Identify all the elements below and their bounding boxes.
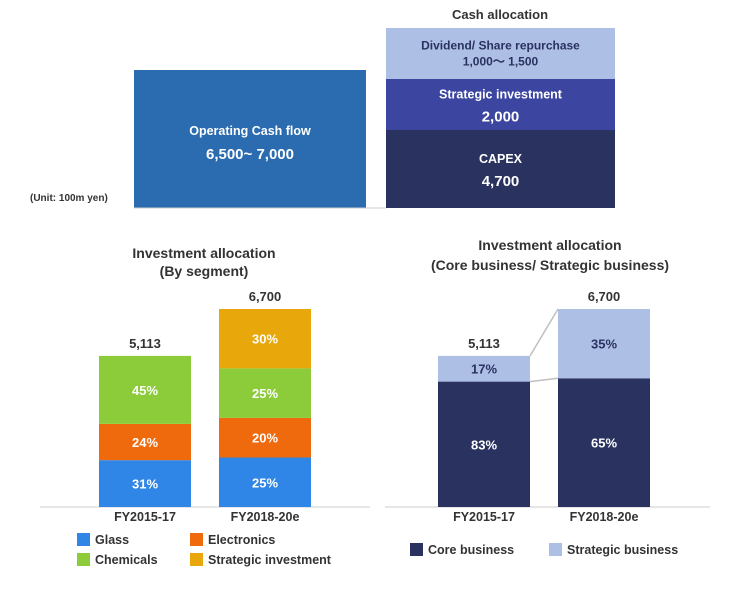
cash-block-value: 2,000 [482, 109, 520, 126]
bar-value-label: 31% [132, 477, 158, 492]
segment-chart-title: Investment allocation [132, 245, 275, 261]
unit-label: (Unit: 100m yen) [30, 193, 108, 204]
bar-value-label: 45% [132, 383, 158, 398]
x-tick-label: FY2015-17 [114, 510, 176, 524]
cash-block-label: CAPEX [479, 152, 523, 166]
bar-segment [99, 355, 191, 424]
cash-block [386, 130, 615, 208]
bar-segment [99, 423, 191, 461]
cash-block-value: 1,000～ 1,500 [463, 55, 539, 69]
core-chart: 83% 17% 5,113 FY2015-17 65% 35% 6,700 FY2018-20… [385, 289, 710, 524]
cash-block-value: 4,700 [482, 173, 520, 190]
legend-swatch [190, 553, 203, 566]
bar-total-label: 5,113 [129, 336, 161, 351]
bar-segment [219, 417, 311, 458]
bar-value-label: 25% [252, 386, 278, 401]
operating-cash-flow-block [134, 70, 366, 208]
bar-segment [99, 460, 191, 507]
legend-swatch [77, 553, 90, 566]
core-chart-subtitle: (Core business/ Strategic business) [431, 257, 669, 273]
segment-chart-subtitle: (By segment) [160, 263, 249, 279]
bar-total-label: 6,700 [588, 289, 621, 304]
x-tick-label: FY2018-20e [570, 510, 639, 524]
bar-value-label: 35% [591, 337, 617, 352]
cash-block-label: Strategic investment [439, 88, 563, 102]
segment-chart: 31% 24% 45% 5,113 FY2015-17 25% 20% 25% 30% 6,700… [40, 289, 370, 524]
bar-value-label: 30% [252, 332, 278, 347]
core-legend: Core business Strategic business [410, 543, 678, 557]
bar-value-label: 17% [471, 362, 497, 377]
bar-value-label: 83% [471, 437, 497, 452]
legend-swatch [410, 543, 423, 556]
bar-segment [438, 381, 530, 507]
legend-label: Strategic business [567, 543, 678, 557]
legend-label: Chemicals [95, 553, 158, 567]
connector-line [529, 308, 559, 357]
bar-segment [558, 378, 650, 507]
cash-block-label: Dividend/ Share repurchase [421, 39, 580, 53]
legend-label: Glass [95, 533, 129, 547]
bar-segment [438, 355, 530, 382]
bar-segment [219, 457, 311, 507]
bar-value-label: 20% [252, 431, 278, 446]
operating-cash-flow-label: Operating Cash flow [189, 124, 311, 138]
core-chart-title: Investment allocation [478, 237, 621, 253]
bar-segment [219, 368, 311, 418]
legend-label: Strategic investment [208, 553, 332, 567]
legend-label: Core business [428, 543, 514, 557]
x-tick-label: FY2018-20e [231, 510, 300, 524]
segment-legend: Glass Chemicals Electronics Strategic inves… [77, 533, 332, 567]
connector-line [529, 377, 559, 383]
bar-total-label: 5,113 [468, 336, 500, 351]
bar-segment [219, 309, 311, 369]
bar-value-label: 65% [591, 436, 617, 451]
legend-swatch [190, 533, 203, 546]
bar-total-label: 6,700 [249, 289, 282, 304]
x-tick-label: FY2015-17 [453, 510, 515, 524]
cash-allocation-blocks: Dividend/ Share repurchase 1,000～ 1,500 St… [386, 28, 615, 208]
operating-cash-flow-value: 6,500~ 7,000 [206, 146, 294, 163]
bar-segment [558, 309, 650, 379]
legend-swatch [549, 543, 562, 556]
bar-value-label: 25% [252, 475, 278, 490]
cash-allocation-title: Cash allocation [452, 7, 548, 22]
legend-swatch [77, 533, 90, 546]
cash-block [386, 79, 615, 130]
legend-label: Electronics [208, 533, 275, 547]
cash-block [386, 28, 615, 79]
bar-value-label: 24% [132, 435, 158, 450]
